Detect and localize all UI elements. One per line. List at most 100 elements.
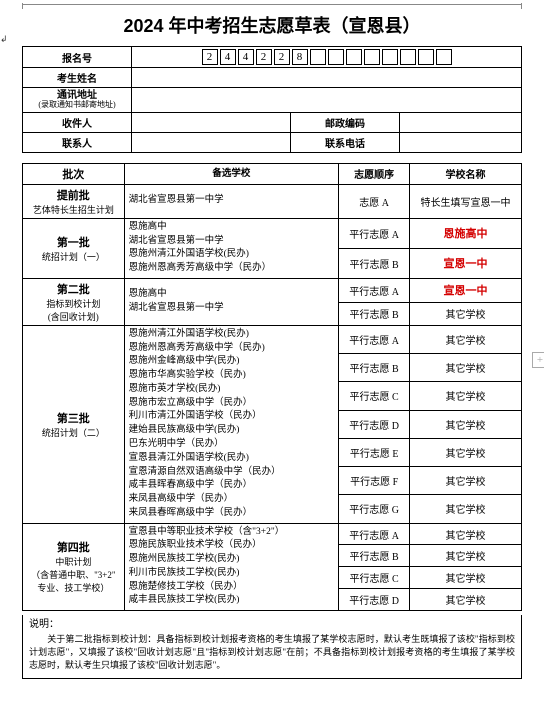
cell-recipient (132, 112, 291, 132)
page-root: ↲ + 2024 年中考招生志愿草表（宣恩县） 报名号 244228 考生姓名 … (22, 12, 522, 679)
order-cell: 平行志愿 A (339, 523, 410, 545)
school-name-cell: 其它学校 (410, 589, 522, 611)
school-name-cell: 其它学校 (410, 545, 522, 567)
cell-phone (400, 132, 522, 152)
schools-cell: 恩施高中湖北省宣恩县第一中学恩施州清江外国语学校(民办)恩施州恩高秀芳高级中学（… (124, 218, 339, 278)
ruler-top (22, 4, 522, 11)
label-postcode: 邮政编码 (291, 112, 400, 132)
label-recipient: 收件人 (23, 112, 132, 132)
order-cell: 平行志愿 B (339, 545, 410, 567)
school-name-cell: 其它学校 (410, 495, 522, 523)
reg-digit-box: 8 (292, 49, 308, 65)
cell-regno-boxes: 244228 (132, 47, 522, 68)
school-name-red: 恩施高中 (444, 228, 488, 240)
note-body: 关于第二批指标到校计划：具备指标到校计划报考资格的考生填报了某学校志愿时，默认考… (29, 634, 515, 670)
cell-contact (132, 132, 291, 152)
label-contact: 联系人 (23, 132, 132, 152)
order-cell: 志愿 A (339, 184, 410, 218)
order-cell: 平行志愿 C (339, 382, 410, 410)
side-plus: + (532, 352, 544, 368)
batch-cell: 提前批艺体特长生招生计划 (23, 184, 125, 218)
header-table: 报名号 244228 考生姓名 通讯地址 (录取通知书邮寄地址) 收件人 邮政编… (22, 46, 522, 153)
school-name-cell: 特长生填写宣恩一中 (410, 184, 522, 218)
schools-cell: 宣恩县中等职业技术学校（含"3+2"）恩施民族职业技术学校（民办）恩施州民族技工… (124, 523, 339, 611)
th-schools: 备选学校 (124, 163, 339, 184)
order-cell: 平行志愿 D (339, 589, 410, 611)
th-name: 学校名称 (410, 163, 522, 184)
batch-cell: 第一批统招计划（一） (23, 218, 125, 278)
school-name-cell: 其它学校 (410, 302, 522, 325)
school-name-cell: 其它学校 (410, 325, 522, 353)
school-name-cell: 其它学校 (410, 467, 522, 495)
note-title: 说明： (29, 619, 59, 630)
reg-digit-box (400, 49, 416, 65)
order-cell: 平行志愿 B (339, 302, 410, 325)
anchor-mark: ↲ (0, 34, 8, 45)
note-box: 说明： 关于第二批指标到校计划：具备指标到校计划报考资格的考生填报了某学校志愿时… (22, 615, 522, 679)
order-cell: 平行志愿 A (339, 278, 410, 302)
cell-postcode (400, 112, 522, 132)
reg-digit-box (418, 49, 434, 65)
school-name-cell: 恩施高中 (410, 218, 522, 248)
batch-main: 提前批 (27, 187, 120, 203)
row-name: 考生姓名 (23, 68, 522, 88)
school-name-cell: 其它学校 (410, 354, 522, 382)
order-cell: 平行志愿 D (339, 410, 410, 438)
schools-cell: 恩施高中湖北省宣恩县第一中学 (124, 278, 339, 325)
order-cell: 平行志愿 A (339, 218, 410, 248)
batch-main: 第三批 (27, 410, 120, 426)
batch-sub: 中职计划 （含普通中职、"3+2" 专业、技工学校） (27, 555, 120, 594)
batch-sub: 统招计划（二） (27, 426, 120, 439)
order-cell: 平行志愿 E (339, 438, 410, 466)
table-row: 第二批指标到校计划 (含回收计划)恩施高中湖北省宣恩县第一中学平行志愿 A宣恩一… (23, 278, 522, 302)
schools-cell: 湖北省宣恩县第一中学 (124, 184, 339, 218)
order-cell: 平行志愿 B (339, 248, 410, 278)
batch-main: 第一批 (27, 234, 120, 250)
batch-main: 第四批 (27, 539, 120, 555)
order-cell: 平行志愿 F (339, 467, 410, 495)
cell-name (132, 68, 522, 88)
school-name-cell: 其它学校 (410, 523, 522, 545)
school-name-cell: 其它学校 (410, 382, 522, 410)
batch-cell: 第二批指标到校计划 (含回收计划) (23, 278, 125, 325)
reg-digit-box: 2 (256, 49, 272, 65)
label-addr: 通讯地址 (录取通知书邮寄地址) (23, 88, 132, 113)
main-table: 批次 备选学校 志愿顺序 学校名称 提前批艺体特长生招生计划湖北省宣恩县第一中学… (22, 163, 522, 611)
reg-digit-box: 2 (274, 49, 290, 65)
batch-sub: 统招计划（一） (27, 250, 120, 263)
school-name-cell: 其它学校 (410, 438, 522, 466)
batch-sub: 艺体特长生招生计划 (27, 203, 120, 216)
order-cell: 平行志愿 B (339, 354, 410, 382)
reg-digit-box (436, 49, 452, 65)
reg-digit-box (346, 49, 362, 65)
label-regno: 报名号 (23, 47, 132, 68)
school-name-red: 宣恩一中 (444, 285, 488, 297)
reg-digit-box (364, 49, 380, 65)
reg-digit-box: 4 (220, 49, 236, 65)
order-cell: 平行志愿 G (339, 495, 410, 523)
reg-digit-box (382, 49, 398, 65)
school-name-cell: 宣恩一中 (410, 248, 522, 278)
order-cell: 平行志愿 C (339, 567, 410, 589)
table-row: 第一批统招计划（一）恩施高中湖北省宣恩县第一中学恩施州清江外国语学校(民办)恩施… (23, 218, 522, 248)
label-addr-sub: (录取通知书邮寄地址) (27, 101, 127, 110)
th-batch: 批次 (23, 163, 125, 184)
page-title: 2024 年中考招生志愿草表（宣恩县） (22, 12, 522, 38)
batch-main: 第二批 (27, 281, 120, 297)
school-name-cell: 其它学校 (410, 410, 522, 438)
label-name: 考生姓名 (23, 68, 132, 88)
table-row: 第三批统招计划（二）恩施州清江外国语学校(民办)恩施州恩高秀芳高级中学（民办)恩… (23, 325, 522, 353)
batch-cell: 第四批中职计划 （含普通中职、"3+2" 专业、技工学校） (23, 523, 125, 611)
school-name-cell: 宣恩一中 (410, 278, 522, 302)
reg-digit-box: 2 (202, 49, 218, 65)
label-phone: 联系电话 (291, 132, 400, 152)
table-row: 提前批艺体特长生招生计划湖北省宣恩县第一中学志愿 A特长生填写宣恩一中 (23, 184, 522, 218)
th-order: 志愿顺序 (339, 163, 410, 184)
reg-digit-box: 4 (238, 49, 254, 65)
school-name-red: 宣恩一中 (444, 258, 488, 270)
order-cell: 平行志愿 A (339, 325, 410, 353)
batch-sub: 指标到校计划 (含回收计划) (27, 297, 120, 323)
schools-cell: 恩施州清江外国语学校(民办)恩施州恩高秀芳高级中学（民办)恩施州金峰高级中学(民… (124, 325, 339, 523)
row-recipient: 收件人 邮政编码 (23, 112, 522, 132)
school-name-cell: 其它学校 (410, 567, 522, 589)
